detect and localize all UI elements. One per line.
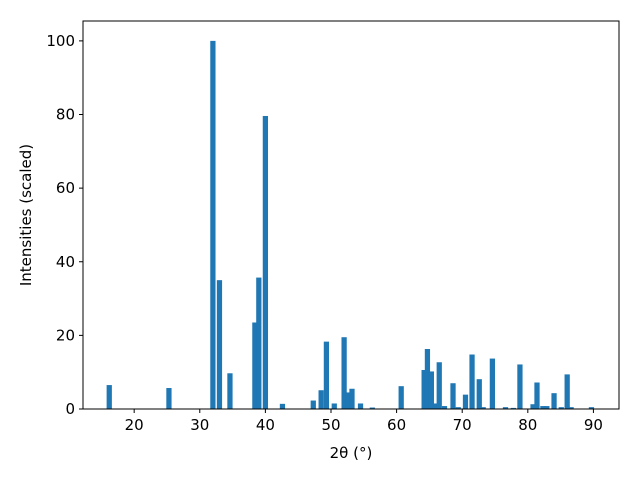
bar	[256, 277, 262, 409]
bar	[227, 373, 233, 409]
bar	[216, 280, 223, 409]
bar	[510, 407, 516, 409]
plot-area	[106, 40, 595, 409]
y-tick-label: 80	[56, 106, 75, 124]
bar	[357, 403, 364, 409]
y-tick-label: 40	[56, 253, 75, 271]
x-tick-label: 20	[125, 416, 144, 434]
bar	[540, 406, 546, 409]
bar	[455, 407, 461, 409]
bar	[534, 382, 540, 409]
bar	[544, 406, 550, 409]
bar	[323, 341, 330, 409]
x-tick-label: 40	[256, 416, 275, 434]
bar	[480, 407, 486, 409]
y-tick-label: 100	[46, 32, 75, 50]
bar	[517, 364, 523, 409]
bar	[476, 379, 482, 409]
y-tick-label: 60	[56, 179, 75, 197]
bar	[345, 392, 351, 409]
bar	[252, 322, 258, 409]
x-tick-label: 70	[453, 416, 472, 434]
x-tick-label: 60	[387, 416, 406, 434]
bar	[369, 407, 375, 409]
bar	[421, 369, 427, 409]
bar	[462, 394, 469, 409]
bar	[502, 407, 509, 409]
bar	[341, 337, 347, 409]
bar	[210, 40, 216, 409]
bar	[469, 354, 475, 409]
bar	[551, 393, 557, 409]
bar	[558, 407, 564, 409]
bar	[318, 390, 324, 409]
bar	[530, 404, 536, 409]
bar	[436, 362, 442, 409]
x-axis-label: 2θ (°)	[330, 444, 373, 462]
axes-frame	[82, 20, 620, 410]
bar	[262, 115, 269, 409]
bar	[166, 388, 172, 409]
bar	[450, 383, 456, 409]
bar	[331, 403, 337, 409]
bar	[432, 403, 438, 409]
x-tick-label: 90	[584, 416, 603, 434]
bar	[489, 358, 496, 409]
bar	[398, 386, 404, 409]
bar	[106, 385, 112, 409]
bar	[568, 407, 574, 409]
bar	[424, 348, 431, 409]
bar	[428, 371, 434, 409]
x-tick-label: 30	[190, 416, 209, 434]
y-axis-label: Intensities (scaled)	[17, 144, 35, 286]
y-tick-label: 20	[56, 326, 75, 344]
x-tick-label: 50	[321, 416, 340, 434]
bar	[310, 400, 316, 409]
bar	[588, 407, 595, 409]
x-tick-label: 80	[518, 416, 537, 434]
bar	[349, 388, 355, 409]
bar	[441, 406, 448, 409]
y-tick-label: 0	[65, 400, 75, 418]
bar	[279, 403, 286, 409]
bar	[564, 374, 570, 409]
